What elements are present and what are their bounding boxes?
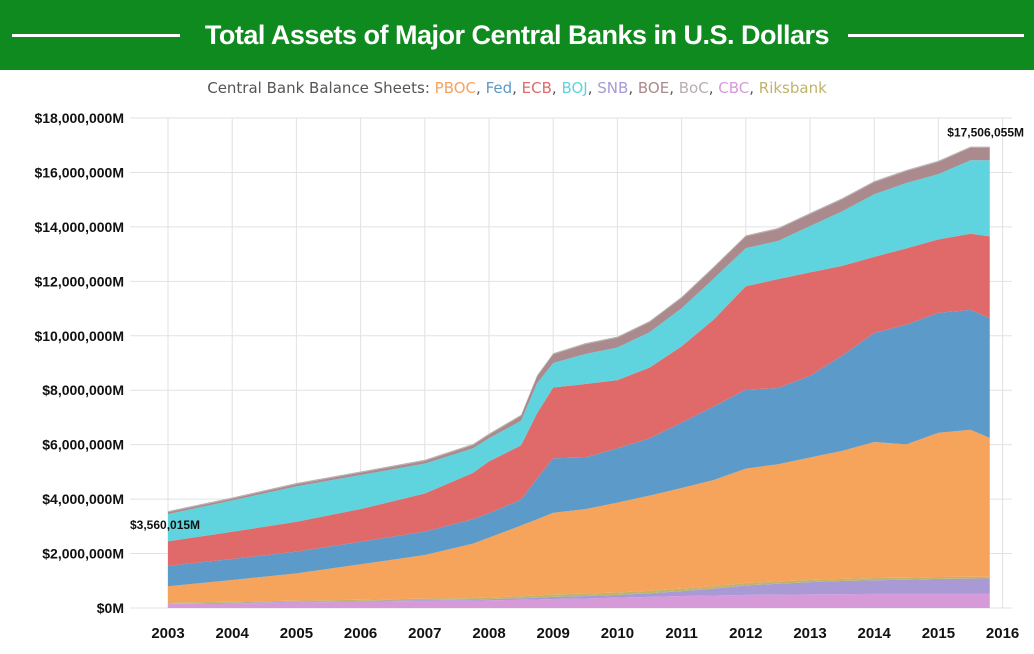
legend-separator: , — [551, 79, 562, 97]
x-tick-label: 2006 — [344, 625, 377, 642]
x-tick-label: 2009 — [537, 625, 570, 642]
chart-title: Total Assets of Major Central Banks in U… — [204, 20, 830, 50]
legend-separator: , — [476, 79, 486, 97]
start-value-label: $3,560,015M — [130, 518, 200, 532]
area-series-ecb — [168, 233, 990, 566]
legend-item-snb: SNB — [597, 79, 629, 97]
y-tick-label: $18,000,000M — [34, 110, 124, 126]
x-tick-label: 2011 — [665, 625, 698, 642]
y-tick-label: $8,000,000M — [42, 382, 124, 398]
legend-item-fed: Fed — [485, 79, 513, 97]
area-series-pboc — [168, 429, 990, 603]
x-tick-label: 2005 — [280, 625, 313, 642]
x-tick-label: 2003 — [151, 625, 184, 642]
legend-separator: , — [587, 79, 598, 97]
x-tick-label: 2010 — [601, 625, 634, 642]
legend-separator: , — [628, 79, 638, 97]
legend-item-boc: BoC — [678, 79, 709, 97]
legend-separator: , — [708, 79, 719, 97]
subtitle-prefix: Central Bank Balance Sheets: — [207, 79, 430, 97]
y-tick-label: $4,000,000M — [42, 491, 124, 507]
banner-rule-right — [848, 34, 1024, 37]
y-tick-label: $6,000,000M — [42, 437, 124, 453]
banner-rule-left — [12, 34, 180, 37]
x-tick-label: 2013 — [793, 625, 826, 642]
y-tick-label: $16,000,000M — [34, 164, 124, 180]
x-tick-label: 2012 — [729, 625, 762, 642]
legend-item-cbc: CBC — [718, 79, 750, 97]
x-tick-label: 2014 — [858, 625, 892, 642]
legend-item-ecb: ECB — [521, 79, 552, 97]
title-banner: Total Assets of Major Central Banks in U… — [0, 0, 1034, 70]
area-series-cbc — [168, 593, 990, 608]
y-tick-label: $12,000,000M — [34, 273, 124, 289]
y-tick-label: $2,000,000M — [42, 546, 124, 562]
legend-item-pboc: PBOC — [434, 79, 477, 97]
x-tick-label: 2015 — [922, 625, 955, 642]
area-series-fed — [168, 309, 990, 587]
x-tick-label: 2008 — [472, 625, 505, 642]
x-tick-label: 2007 — [408, 625, 441, 642]
stacked-area-chart: $0M $2,000,000M $4,000,000M $6,000,000M $8,0… — [34, 110, 1024, 642]
area-series-snb — [168, 578, 990, 604]
legend-separator: , — [669, 79, 679, 97]
area-series-riksbank — [168, 576, 990, 604]
legend: PBOC, Fed, ECB, BOJ, SNB, BOE, BoC, CBC,… — [435, 79, 827, 97]
x-tick-label: 2004 — [216, 625, 250, 642]
y-tick-label: $0M — [97, 600, 124, 616]
legend-separator: , — [749, 79, 759, 97]
area-series-boj — [168, 160, 990, 542]
chart-area: $0M $2,000,000M $4,000,000M $6,000,000M $8,0… — [0, 100, 1034, 649]
legend-item-boj: BOJ — [561, 79, 588, 97]
legend-separator: , — [512, 79, 522, 97]
y-tick-label: $10,000,000M — [34, 328, 124, 344]
end-value-label: $17,506,055M — [947, 126, 1024, 140]
legend-item-riksbank: Riksbank — [758, 79, 827, 97]
y-tick-label: $14,000,000M — [34, 219, 124, 235]
chart-subtitle: Central Bank Balance Sheets: PBOC, Fed, … — [0, 76, 1034, 100]
x-tick-label: 2016 — [986, 625, 1019, 642]
legend-item-boe: BOE — [637, 79, 670, 97]
